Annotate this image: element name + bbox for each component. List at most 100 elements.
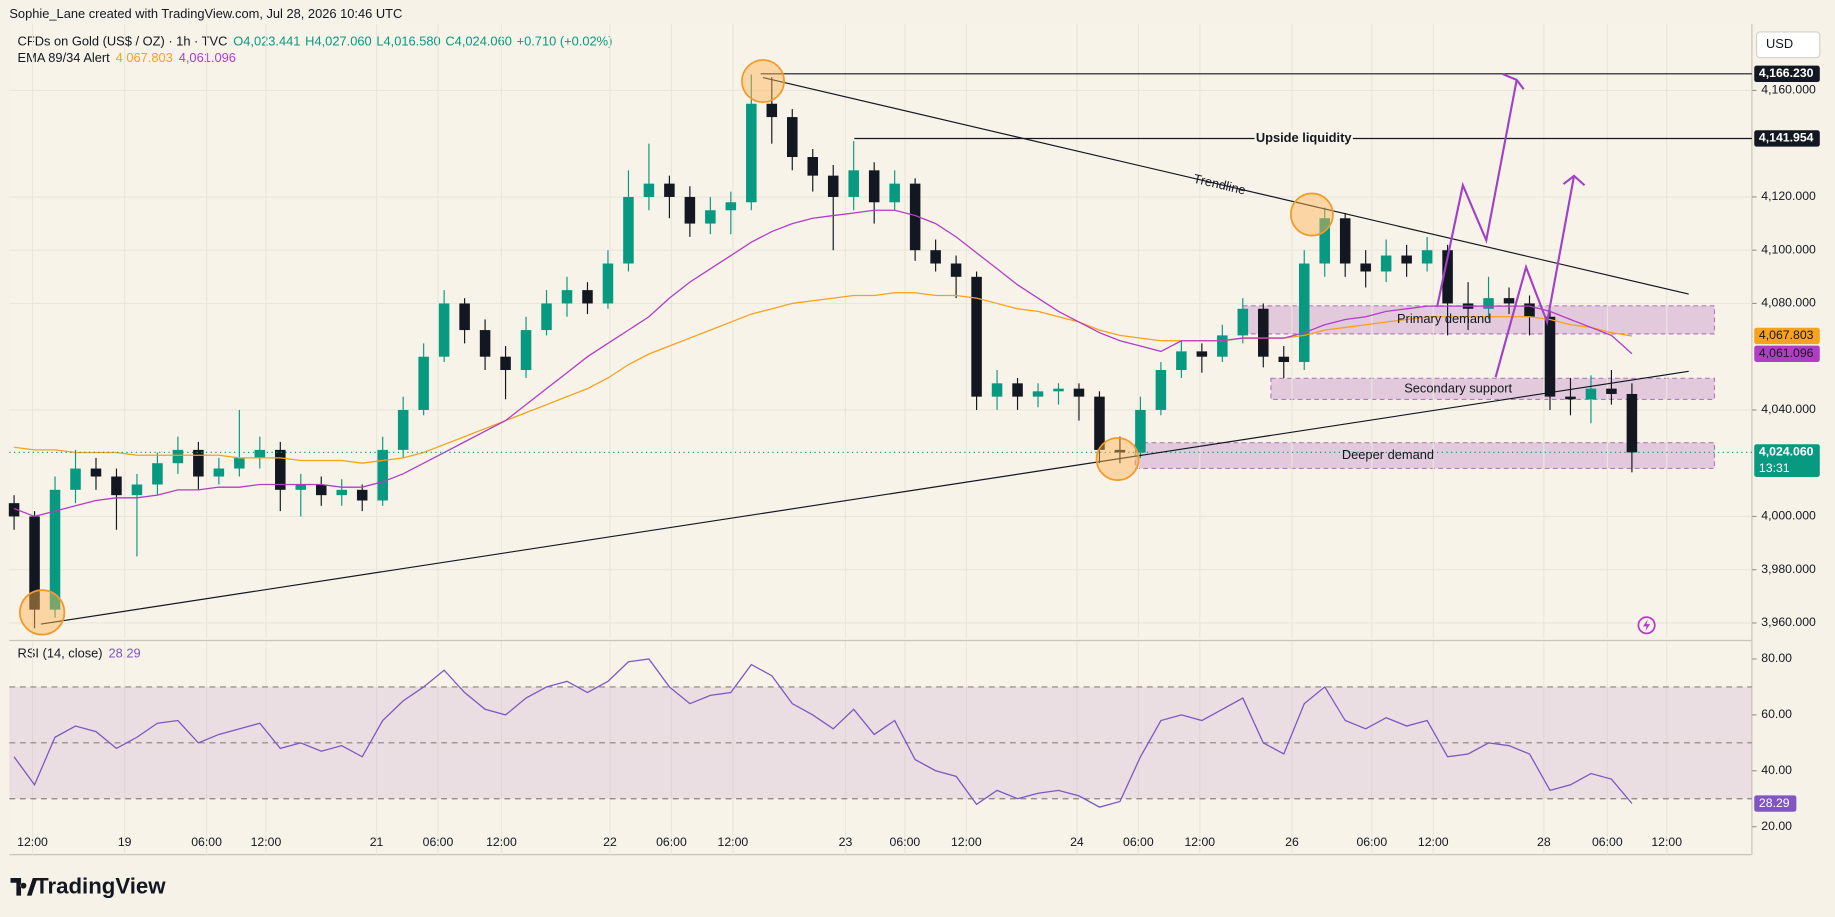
highlight-circle [1289,192,1334,237]
candle-body [1421,250,1433,264]
candle-body [868,170,880,203]
y-tick-label: 60.00 [1761,707,1792,721]
candle-body [643,183,655,197]
candle-body [213,468,225,477]
candle-body [1196,351,1208,357]
y-tick-label: 40.00 [1761,763,1792,777]
x-tick-label: 12:00 [1418,835,1449,849]
level-badge-label: 4,141.954 [1759,131,1814,145]
candle-body [49,489,61,610]
projection-arrow [1494,175,1576,378]
candle-body [295,484,307,490]
candle-body [664,183,675,197]
candle-body [520,330,532,371]
candle-body [1053,388,1064,392]
currency[interactable]: USD [1766,36,1793,51]
x-tick-label: 12:00 [718,835,749,849]
candle-body [1606,388,1617,394]
indicator-name: EMA 89/34 Alert [18,50,111,65]
symbol: CFDs on Gold (US$ / OZ) · 1h · TVC [18,34,228,49]
candle-body [623,196,634,264]
candle-body [1524,303,1535,317]
x-tick-label: 06:00 [423,835,454,849]
candle-body [725,202,737,211]
rsi-badge-label: 28.29 [1759,796,1790,810]
plot-area [9,23,1752,855]
projection-arrow [1436,79,1518,308]
highlight-circle [741,59,785,104]
alert-icon[interactable] [1637,616,1656,635]
y-tick-label: 4,120.000 [1761,189,1816,203]
candle-body [479,330,491,357]
candle-body [397,409,409,450]
zone-label: Secondary support [1404,380,1512,395]
candle-body [1319,218,1330,264]
x-tick-label: 28 [1537,835,1551,849]
rsi-name: RSI (14, close) [18,646,103,661]
x-tick-label: 06:00 [656,835,687,849]
candle-body [1442,250,1453,304]
candle-body [234,457,245,469]
open: O4,023.441 [233,34,300,49]
x-tick-label: 26 [1285,835,1299,849]
currency-button[interactable] [1756,31,1821,59]
x-tick-label: 21 [370,835,384,849]
level-badge-label: 4,024.060 [1759,445,1814,459]
x-tick-label: 22 [603,835,617,849]
ema-slow-value: 4,067.803 [116,50,173,65]
candle-body [1237,308,1249,336]
y-tick-label: 4,080.000 [1761,296,1816,310]
alert-bolt[interactable] [1643,619,1651,632]
x-tick-label: 12:00 [17,835,48,849]
candle-body [1012,383,1023,397]
logo: TradingView [35,873,166,898]
candle-body [356,489,368,501]
level-badge [1754,444,1820,477]
x-tick-label: 06:00 [1356,835,1387,849]
y-tick-label: 4,040.000 [1761,402,1816,416]
candle-body [254,449,266,458]
x-tick-label: 12:00 [1651,835,1682,849]
x-tick-label: 06:00 [1123,835,1154,849]
annotation-bg [1254,129,1353,148]
x-tick-label: 06:00 [890,835,921,849]
candle-body [1401,255,1412,264]
candle-body [459,303,470,331]
candle-body [950,263,962,277]
high: H4,027.060 [305,34,372,49]
deeper-demand-zone [1134,442,1716,470]
symbol-legend: CFDs on Gold (US$ / OZ) · 1h · TVC O4,023… [18,34,613,49]
candle-body [131,484,143,496]
annotation: Upside liquidity [1256,130,1353,145]
candle-body [1278,356,1290,363]
candle-body [275,449,286,490]
x-tick-label: 06:00 [1592,835,1623,849]
candle-body [438,303,450,357]
price-badge-label: 4,061.096 [1759,346,1814,360]
candle-body [1544,316,1556,397]
ema-fast-value: 4,061.096 [179,50,236,65]
candle-body [827,175,839,197]
rsi-legend: RSI (14, close) 28.29 [18,646,141,661]
candle-body [991,383,1003,397]
x-tick-label: 12:00 [1184,835,1215,849]
x-tick-label: 12:00 [951,835,982,849]
x-tick-label: 06:00 [191,835,222,849]
credit: Sophie_Lane created with TradingView.com… [9,6,402,21]
y-tick-label: 3,960.000 [1761,615,1816,629]
candle-body [336,489,348,496]
rsi-line [13,658,1633,808]
candle-body [70,468,81,490]
candle-body [971,276,982,397]
candle-body [766,103,778,118]
arrow-head [1562,174,1586,187]
level-badge [1754,130,1820,147]
candle-body [787,117,798,158]
candle-body [152,463,163,485]
candle-body [684,196,696,224]
y-tick-label: 20.00 [1761,819,1792,833]
x-tick-label: 23 [839,835,853,849]
y-tick-label: 4,160.000 [1761,83,1816,97]
ema-legend: EMA 89/34 Alert 4,067.803 4,061.096 [18,50,236,65]
